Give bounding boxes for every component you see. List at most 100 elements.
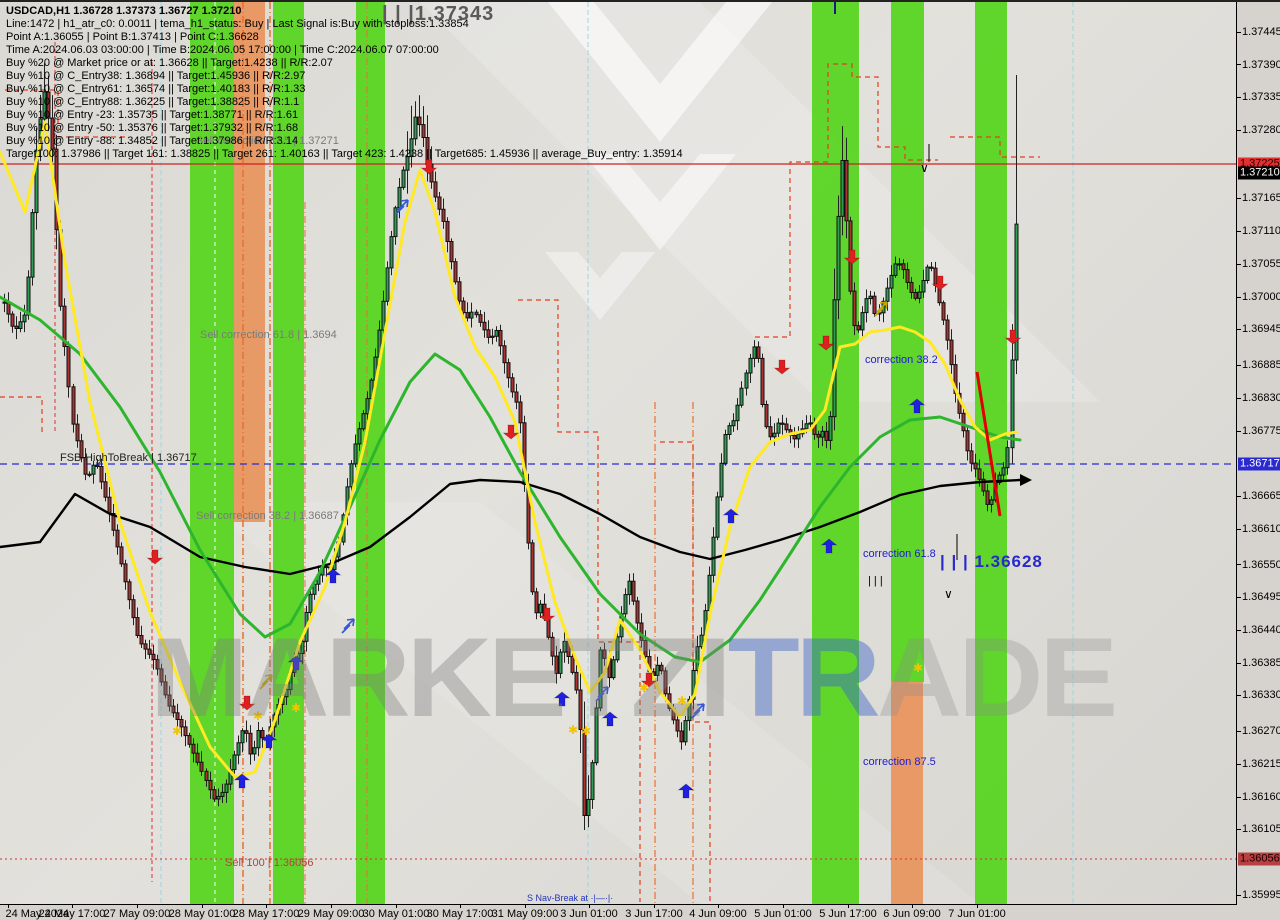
price-tick — [1237, 130, 1241, 131]
price-axis[interactable]: 1.37445 1.37390 1.37335 1.37280 1.37165 1.371… — [1237, 2, 1280, 904]
ma-end-arrow — [1020, 474, 1032, 486]
time-tick — [137, 905, 138, 908]
price-tick-label: 1.35995 — [1242, 888, 1280, 901]
medium-ma-line — [0, 295, 1022, 664]
buy-arrow-icon[interactable] — [233, 773, 251, 789]
time-tick — [460, 905, 461, 908]
buy-arrow-icon[interactable] — [260, 733, 278, 749]
sell-arrow-icon[interactable] — [817, 335, 835, 351]
hollow-arrow-icon — [691, 703, 705, 719]
price-tick — [1237, 695, 1241, 696]
price-tick-label: 1.37280 — [1242, 123, 1280, 136]
price-tick-label: 1.36330 — [1242, 689, 1280, 702]
price-tick-label: 1.36495 — [1242, 591, 1280, 604]
price-tick-label: 1.36945 — [1242, 323, 1280, 336]
price-tick-label: 1.36385 — [1242, 656, 1280, 669]
object-glyph: ∨ — [944, 587, 953, 601]
star-marker-icon: ✱ — [581, 724, 591, 738]
star-marker-icon: ✱ — [568, 723, 578, 737]
chart-annotation: correction 87.5 — [863, 756, 936, 768]
watermark-part2: TR — [727, 615, 881, 741]
price-tick-label: 1.36160 — [1242, 790, 1280, 803]
atr-trail-line — [660, 441, 711, 902]
buy-arrow-icon[interactable] — [324, 568, 342, 584]
info-line-4: Buy %20 @ Market price or at: 1.36628 ||… — [6, 57, 333, 69]
time-tick — [783, 905, 784, 908]
price-tick-label: 1.37000 — [1242, 290, 1280, 303]
price-tick — [1237, 496, 1241, 497]
chart-plot-area[interactable]: MARKETZITRADE ✱ ✱ ✱ ✱ ✱ ✱ ✱ ✱ | | | ∨ ∨ USDCAD,H1 … — [0, 2, 1237, 905]
big-price-label: | | | 1.36628 — [940, 552, 1043, 571]
price-tick-label: 1.37110 — [1242, 225, 1280, 238]
time-tick — [525, 905, 526, 908]
time-axis[interactable]: 24 May 2024 24 May 17:00 27 May 09:00 28 Ma… — [0, 905, 1280, 920]
sell-arrow-icon[interactable] — [146, 549, 164, 565]
buy-arrow-icon[interactable] — [677, 783, 695, 799]
time-tick-label: 3 Jun 01:00 — [560, 908, 618, 920]
hollow-arrow-icon — [259, 674, 273, 690]
price-tick-label: 1.37335 — [1242, 91, 1280, 104]
buy-arrow-icon[interactable] — [553, 691, 571, 707]
star-marker-icon: ✱ — [913, 661, 923, 675]
sell-arrow-icon[interactable] — [1004, 329, 1022, 345]
sell-arrow-icon[interactable] — [538, 607, 556, 623]
price-tick — [1237, 597, 1241, 598]
chart-annotation: Sell 100 | 1.36056 — [225, 857, 314, 869]
atr-trail-line — [0, 396, 43, 432]
info-line-11: Target100: 1.37986 || Target 161: 1.3882… — [6, 148, 683, 160]
star-marker-icon: ✱ — [291, 701, 301, 715]
logo-chevron — [548, 2, 772, 142]
time-tick — [266, 905, 267, 908]
buy-arrow-icon[interactable] — [287, 655, 305, 671]
price-tick-label: 1.36610 — [1242, 522, 1280, 535]
price-tick — [1237, 64, 1241, 65]
session-band — [812, 2, 859, 904]
time-tick — [654, 905, 655, 908]
sell-arrow-icon[interactable] — [238, 695, 256, 711]
atr-trail-line — [518, 299, 641, 902]
time-tick-label: 24 May 2024 — [5, 908, 70, 920]
sell-arrow-icon[interactable] — [640, 672, 658, 688]
sell-arrow-icon[interactable] — [843, 249, 861, 265]
time-tick — [8, 905, 9, 908]
symbol-ohlc-line: USDCAD,H1 1.36728 1.37373 1.36727 1.3721… — [6, 5, 242, 17]
slow-ma-line — [0, 478, 1022, 576]
time-tick-label: 28 May 01:00 — [168, 908, 236, 920]
price-tick — [1237, 264, 1241, 265]
buy-arrow-icon[interactable] — [722, 508, 740, 524]
info-line-8: Buy %10 @ Entry -23: 1.35735 || Target:1… — [6, 109, 299, 121]
star-marker-icon: ✱ — [639, 681, 649, 695]
current-price-badge: 1.37210 — [1238, 166, 1280, 180]
sell-arrow-icon[interactable] — [931, 275, 949, 291]
sell-arrow-icon[interactable] — [502, 424, 520, 440]
price-tick-label: 1.37055 — [1242, 257, 1280, 270]
info-line-9: Buy %10 @ Entry -50: 1.35376 || Target:1… — [6, 122, 299, 134]
sell-arrow-icon[interactable] — [420, 159, 438, 175]
price-tick — [1237, 529, 1241, 530]
price-tick-label: 1.37445 — [1242, 25, 1280, 38]
price-tick-label: 1.36550 — [1242, 558, 1280, 571]
price-tick — [1237, 797, 1241, 798]
price-tick-label: 1.36665 — [1242, 490, 1280, 503]
price-tick — [1237, 764, 1241, 765]
price-tick — [1237, 365, 1241, 366]
session-band — [891, 2, 924, 682]
buy-arrow-icon[interactable] — [820, 538, 838, 554]
price-tick — [1237, 398, 1241, 399]
indicator-info-panel: USDCAD,H1 1.36728 1.37373 1.36727 1.3721… — [6, 5, 683, 161]
price-tick-label: 1.37165 — [1242, 192, 1280, 205]
chart-annotation: Sell correction 38.2 | 1.36687 — [196, 510, 339, 522]
price-tick-label: 1.36440 — [1242, 623, 1280, 636]
sell-arrow-icon[interactable] — [773, 359, 791, 375]
price-tick — [1237, 731, 1241, 732]
buy-arrow-icon[interactable] — [601, 711, 619, 727]
time-tick-label: 24 May 17:00 — [38, 908, 106, 920]
info-line-7: Buy %10 @ C_Entry88: 1.36225 || Target:1… — [6, 96, 300, 108]
buy-arrow-icon[interactable] — [908, 398, 926, 414]
candlestick-chart-canvas[interactable]: ✱✱✱✱ ✱✱✱✱| | |∨∨ — [0, 2, 1236, 904]
price-tick-label: 1.36830 — [1242, 391, 1280, 404]
price-tick — [1237, 895, 1241, 896]
object-glyph: ∨ — [920, 161, 929, 175]
trade-line[interactable] — [975, 371, 1002, 517]
